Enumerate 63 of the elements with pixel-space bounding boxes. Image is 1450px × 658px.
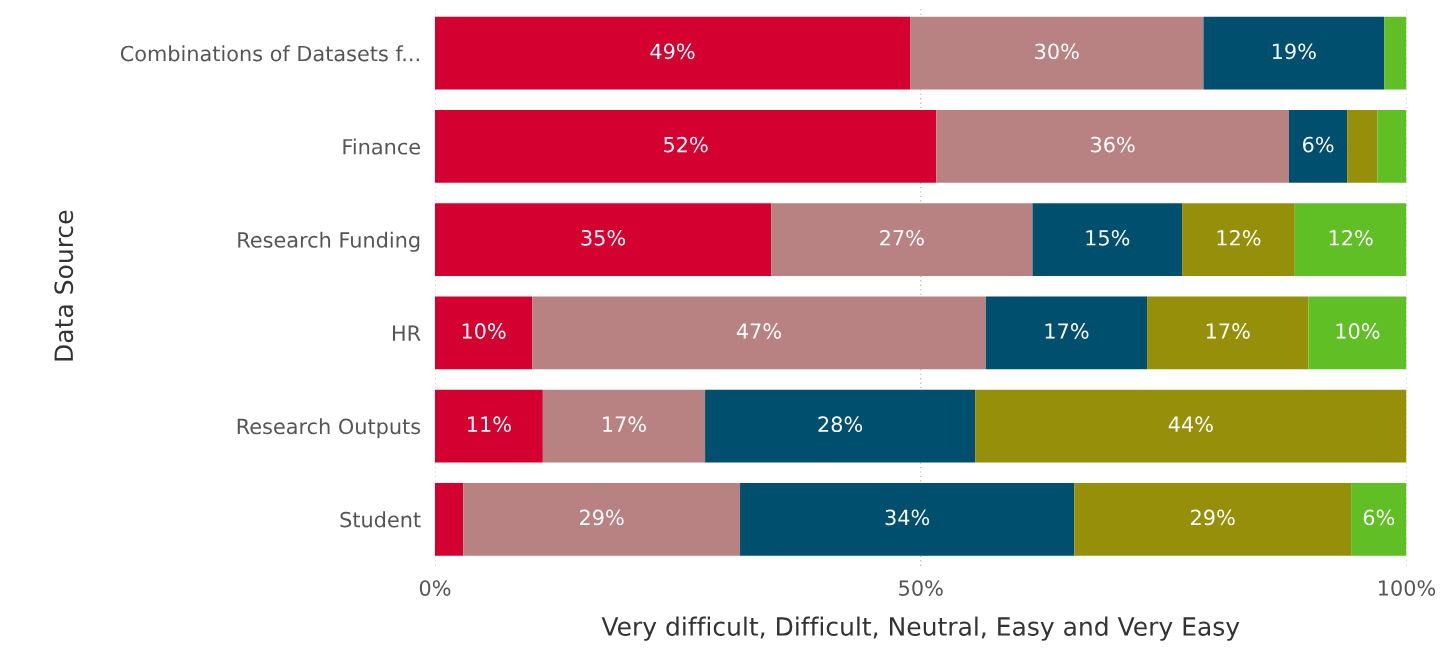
bar [705,389,976,463]
data-label: 28% [818,416,863,433]
data-label: 12% [1217,229,1261,246]
x-tick-label: 50% [899,580,943,596]
data-label: 27% [880,229,924,246]
data-label: 17% [1045,323,1089,339]
bar [435,203,772,276]
bar [1288,110,1348,183]
bar [1032,203,1183,276]
bar [542,389,706,463]
x-tick-label: 100% [1379,580,1436,596]
bar [435,482,464,556]
bar [910,16,1204,90]
data-label: 10% [1336,323,1380,339]
bar [1147,296,1309,370]
data-label: 11% [468,416,511,433]
bar [1182,203,1295,276]
bar [1351,482,1407,556]
data-label: 6% [1363,509,1395,526]
bar [1377,110,1407,183]
data-label: 36% [1091,136,1135,153]
data-label: 17% [603,416,646,433]
y-tick-label: Research Funding [238,231,420,252]
data-label: 30% [1035,43,1079,60]
bar [1203,16,1385,90]
bar [435,110,937,183]
y-tick-label: HR [393,325,421,341]
bar [740,482,1075,556]
y-tick-label: Student [340,511,421,528]
bar [435,16,911,90]
data-label: 35% [581,229,626,246]
data-label: 12% [1329,229,1373,246]
data-label: 10% [462,323,506,339]
bar [463,482,741,556]
data-label: 29% [579,509,624,526]
y-tick-label: Combinations of Datasets f... [120,45,419,62]
bar [975,389,1407,463]
data-label: 6% [1303,136,1334,153]
bar [1384,16,1407,90]
bar [985,296,1148,370]
x-tick-label: 0% [419,580,451,596]
data-label: 34% [885,509,930,526]
data-label: 47% [736,323,781,339]
data-label: 44% [1168,416,1213,433]
x-axis-title: Very difficult, Difficult, Neutral, Easy and Very Easy [601,616,1240,641]
y-tick-label: Finance [343,138,420,155]
data-label: 19% [1272,43,1316,60]
bar [1347,110,1378,183]
data-label: 49% [650,43,695,60]
bar [936,110,1289,183]
data-label: 17% [1206,323,1250,339]
bar [435,389,543,463]
bar [435,296,533,370]
data-label: 52% [664,136,708,153]
data-label: 29% [1191,509,1235,526]
bar [1074,482,1352,556]
bar [771,203,1033,276]
bar [1308,296,1407,370]
y-tick-label: Research Outputs [237,418,421,439]
bar [532,296,986,370]
y-axis-title: Data Source [54,210,74,361]
bar [1294,203,1407,276]
data-label: 15% [1086,229,1130,246]
